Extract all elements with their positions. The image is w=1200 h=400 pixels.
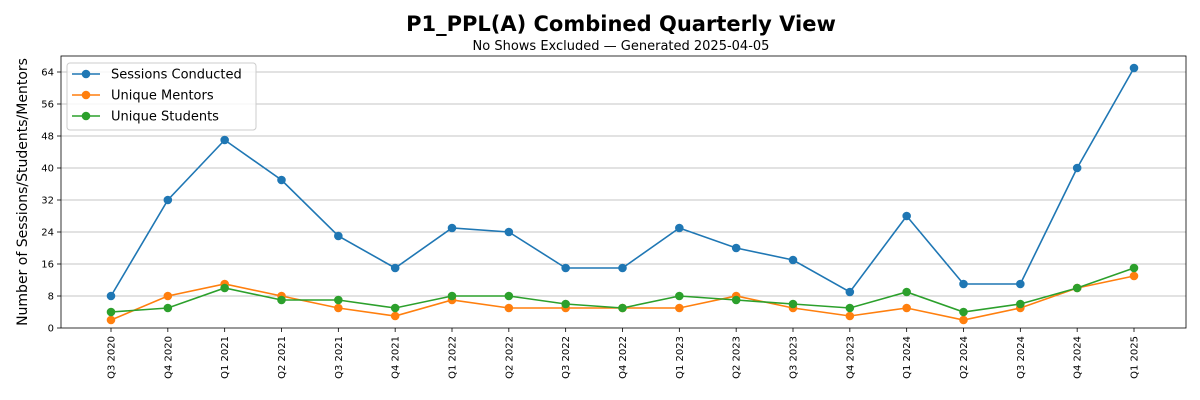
legend-label: Unique Mentors <box>111 89 214 104</box>
x-tick-label: Q3 2023 <box>789 336 800 379</box>
x-tick-label: Q1 2023 <box>675 336 686 379</box>
y-tick-label: 48 <box>41 132 54 143</box>
x-tick-label: Q2 2023 <box>732 336 743 379</box>
x-tick-label: Q3 2022 <box>561 336 572 379</box>
point-sessions-conducted <box>390 263 400 273</box>
y-tick-label: 40 <box>41 164 54 175</box>
point-unique-students <box>106 307 116 317</box>
point-sessions-conducted <box>902 211 911 221</box>
point-unique-students <box>1072 283 1082 293</box>
y-tick-label: 0 <box>48 324 54 335</box>
point-unique-students <box>902 287 911 297</box>
point-unique-students <box>277 295 286 305</box>
x-tick-label: Q3 2021 <box>334 336 345 379</box>
point-unique-students <box>675 291 684 301</box>
y-tick-label: 56 <box>41 100 54 111</box>
x-tick-label: Q1 2022 <box>448 336 459 379</box>
point-sessions-conducted <box>504 227 514 237</box>
point-sessions-conducted <box>334 231 343 241</box>
point-unique-students <box>163 303 173 313</box>
x-tick-label: Q2 2021 <box>277 336 288 379</box>
x-tick-label: Q2 2022 <box>504 336 515 379</box>
point-unique-students <box>618 303 627 313</box>
series-sessions-conducted <box>106 63 1139 301</box>
x-tick-label: Q1 2024 <box>902 336 913 379</box>
point-unique-mentors <box>1129 271 1139 281</box>
series-unique-students <box>106 263 1139 317</box>
y-tick-label: 24 <box>41 228 54 239</box>
point-unique-students <box>220 283 229 293</box>
legend-marker <box>81 90 91 100</box>
series-unique-mentors <box>106 271 1139 325</box>
point-sessions-conducted <box>959 279 968 289</box>
line-sessions-conducted <box>110 67 1135 297</box>
point-sessions-conducted <box>447 223 457 233</box>
point-unique-students <box>1016 299 1025 309</box>
legend-label: Unique Students <box>111 110 219 125</box>
x-tick-label: Q4 2020 <box>163 336 174 379</box>
point-sessions-conducted <box>675 223 684 233</box>
legend-marker <box>81 69 91 79</box>
x-tick-label: Q1 2021 <box>220 336 231 379</box>
plot-frame <box>60 55 1187 329</box>
point-unique-students <box>959 307 968 317</box>
x-tick-label: Q4 2024 <box>1073 336 1084 379</box>
point-sessions-conducted <box>1072 163 1082 173</box>
point-unique-mentors <box>845 311 855 321</box>
point-unique-mentors <box>163 291 173 301</box>
chart-title: P1_PPL(A) Combined Quarterly View <box>406 12 836 36</box>
point-unique-students <box>1129 263 1139 273</box>
y-tick-label: 32 <box>41 196 54 207</box>
point-sessions-conducted <box>106 291 116 301</box>
series-lines <box>106 63 1139 325</box>
point-unique-mentors <box>675 303 684 313</box>
point-sessions-conducted <box>618 263 627 273</box>
point-sessions-conducted <box>163 195 173 205</box>
legend-item-unique-students: Unique Students <box>72 110 219 125</box>
x-tick-label: Q4 2023 <box>845 336 856 379</box>
point-unique-mentors <box>390 311 400 321</box>
point-unique-mentors <box>959 315 968 325</box>
legend-label: Sessions Conducted <box>111 68 242 83</box>
point-sessions-conducted <box>788 255 798 265</box>
point-unique-students <box>788 299 798 309</box>
point-sessions-conducted <box>1129 63 1139 73</box>
axis-ticks: 0 8 16 24 32 40 48 56 64 Q3 2020 Q4 2020 Q1 2021 Q2 … <box>41 68 1140 379</box>
legend-box <box>66 62 257 131</box>
point-unique-mentors <box>902 303 911 313</box>
x-tick-label: Q4 2022 <box>618 336 629 379</box>
point-sessions-conducted <box>561 263 570 273</box>
point-unique-mentors <box>334 303 343 313</box>
point-unique-students <box>504 291 514 301</box>
y-axis-label: Number of Sessions/Students/Mentors <box>15 58 31 326</box>
point-sessions-conducted <box>1016 279 1025 289</box>
chart-subtitle: No Shows Excluded — Generated 2025-04-05 <box>473 39 770 54</box>
point-unique-students <box>561 299 570 309</box>
y-tick-label: 16 <box>41 260 54 271</box>
point-unique-mentors <box>106 315 116 325</box>
x-tick-label: Q1 2025 <box>1130 336 1141 379</box>
point-unique-mentors <box>504 303 514 313</box>
x-tick-label: Q3 2024 <box>1016 336 1027 379</box>
legend-item-unique-mentors: Unique Mentors <box>72 89 214 104</box>
y-tick-label: 64 <box>41 68 54 79</box>
legend: Sessions Conducted Unique Mentors Unique S… <box>66 62 257 131</box>
y-tick-label: 8 <box>48 292 54 303</box>
point-sessions-conducted <box>845 287 855 297</box>
point-unique-students <box>334 295 343 305</box>
point-sessions-conducted <box>731 243 741 253</box>
point-unique-students <box>845 303 855 313</box>
x-tick-label: Q4 2021 <box>391 336 402 379</box>
line-unique-mentors <box>110 275 1135 321</box>
legend-marker <box>81 111 91 121</box>
point-sessions-conducted <box>277 175 286 185</box>
point-sessions-conducted <box>220 135 229 145</box>
point-unique-students <box>731 295 741 305</box>
legend-item-sessions-conducted: Sessions Conducted <box>72 68 242 83</box>
point-unique-students <box>390 303 400 313</box>
point-unique-students <box>447 291 457 301</box>
x-tick-label: Q2 2024 <box>959 336 970 379</box>
x-tick-label: Q3 2020 <box>107 336 118 379</box>
